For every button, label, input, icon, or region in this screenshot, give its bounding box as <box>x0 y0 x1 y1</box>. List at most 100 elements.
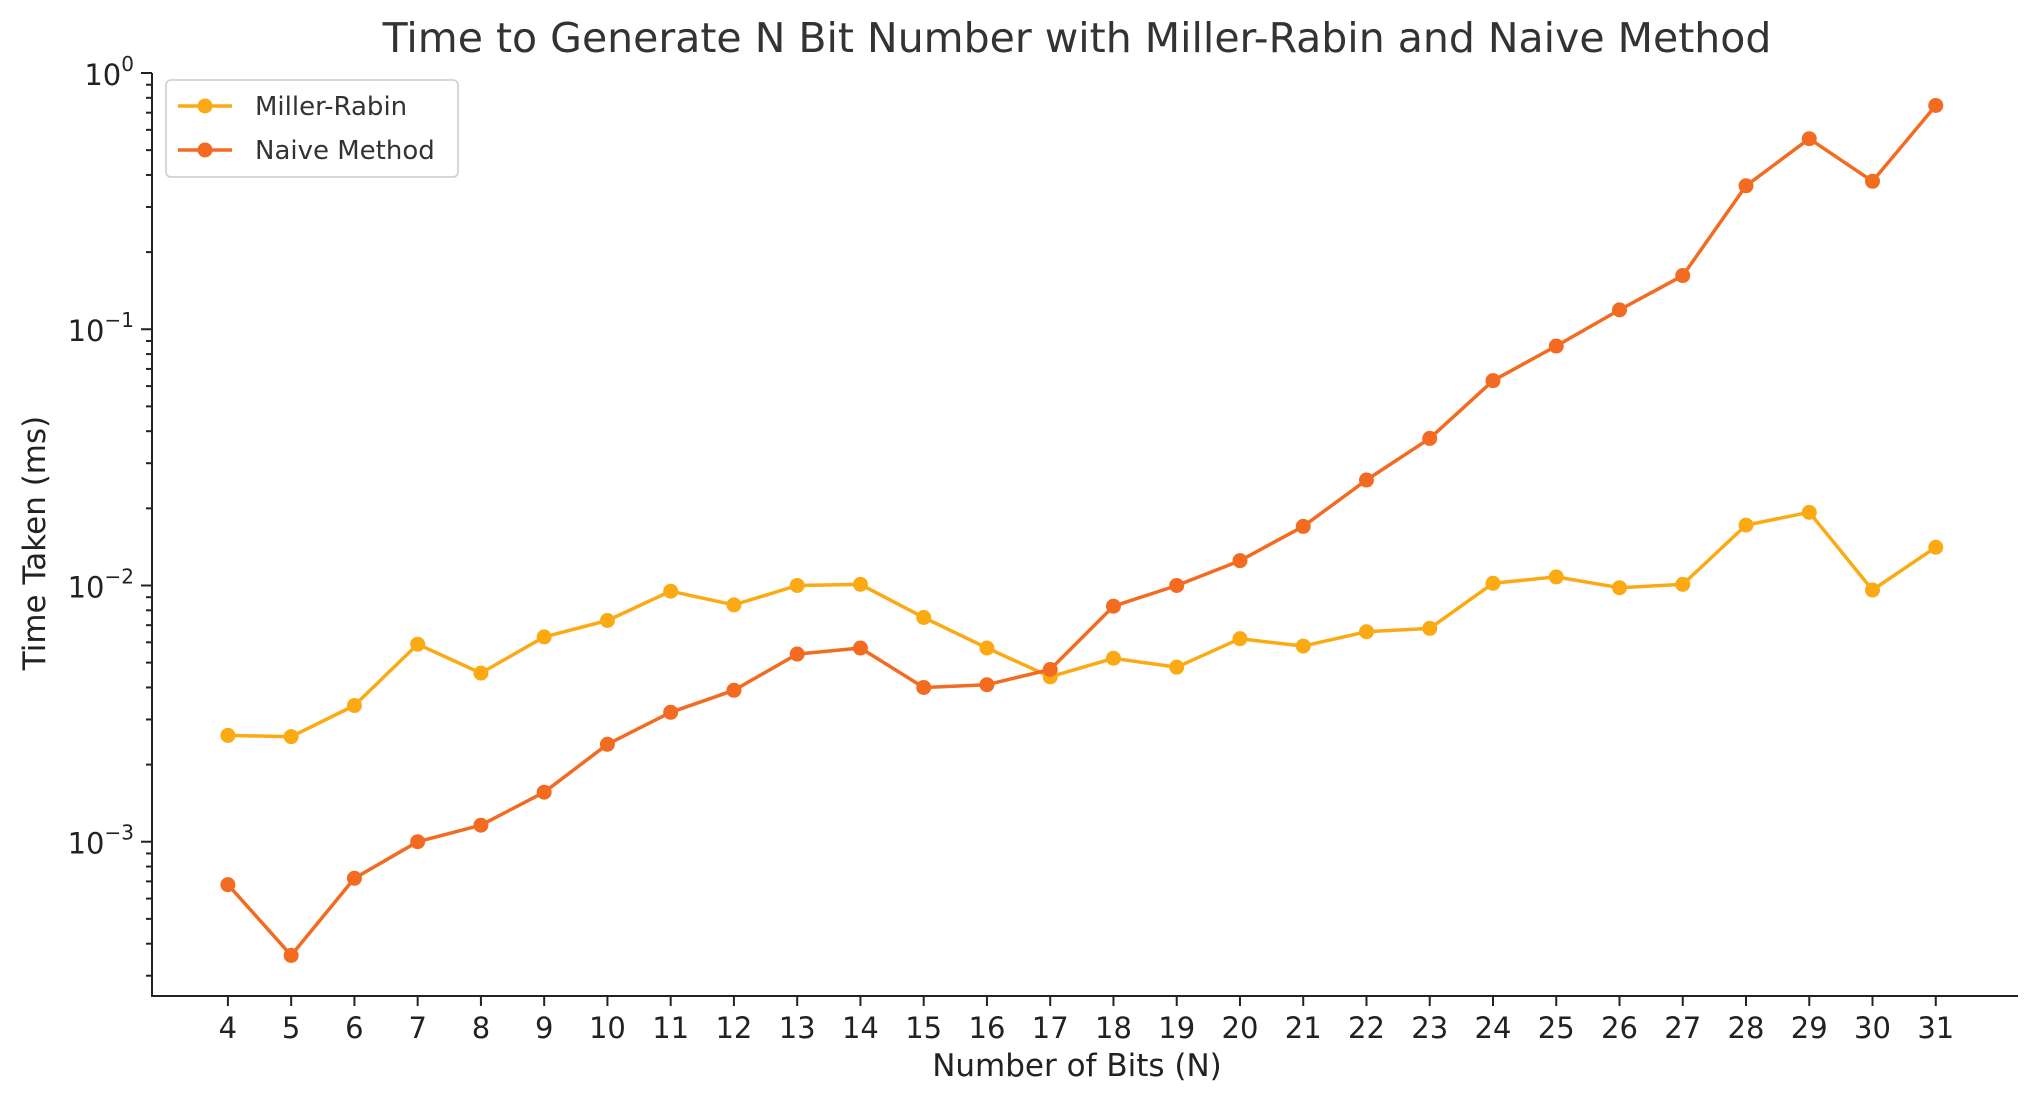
data-point-miller-rabin <box>220 727 236 743</box>
data-point-naive-method <box>1042 662 1058 678</box>
data-point-naive-method <box>916 679 932 695</box>
x-tick-label: 7 <box>408 1011 426 1045</box>
data-point-miller-rabin <box>1611 580 1627 596</box>
data-point-miller-rabin <box>599 613 615 629</box>
data-point-naive-method <box>220 877 236 893</box>
data-point-miller-rabin <box>1801 504 1817 520</box>
legend: Miller-Rabin Naive Method <box>165 79 459 178</box>
data-point-miller-rabin <box>1105 650 1121 666</box>
x-axis-label: Number of Bits (N) <box>932 1048 1222 1084</box>
data-point-naive-method <box>473 817 489 833</box>
series-line-naive-method <box>226 104 1938 958</box>
x-tick-label: 29 <box>1791 1011 1828 1045</box>
x-tick-label: 8 <box>472 1011 490 1045</box>
x-tick-label: 23 <box>1411 1011 1448 1045</box>
y-minor-ticks <box>146 83 152 977</box>
x-tick-label: 17 <box>1032 1011 1069 1045</box>
data-point-miller-rabin <box>283 729 299 745</box>
data-point-miller-rabin <box>473 665 489 681</box>
data-point-miller-rabin <box>1928 539 1944 555</box>
x-tick-label: 31 <box>1917 1011 1954 1045</box>
x-tick-label: 22 <box>1348 1011 1385 1045</box>
data-point-naive-method <box>1548 338 1564 354</box>
legend-marker-naive-method <box>197 142 213 158</box>
y-tick-label: 100 <box>84 52 134 92</box>
series-layer <box>220 97 1944 963</box>
y-axis-label: Time Taken (ms) <box>17 416 53 671</box>
x-tick-label: 16 <box>969 1011 1006 1045</box>
data-point-miller-rabin <box>1295 638 1311 654</box>
data-point-naive-method <box>1105 598 1121 614</box>
data-point-naive-method <box>410 834 426 850</box>
data-point-naive-method <box>726 682 742 698</box>
y-tick-label: 10−2 <box>68 564 134 604</box>
data-point-miller-rabin <box>663 583 679 599</box>
x-tick-label: 14 <box>842 1011 879 1045</box>
data-point-naive-method <box>1801 131 1817 147</box>
data-point-naive-method <box>1169 577 1185 593</box>
data-point-naive-method <box>1611 302 1627 318</box>
legend-label-miller-rabin: Miller-Rabin <box>255 92 407 122</box>
x-tick-label: 20 <box>1222 1011 1259 1045</box>
data-point-naive-method <box>1358 472 1374 488</box>
x-tick-label: 9 <box>535 1011 553 1045</box>
series-line-miller-rabin <box>227 510 1937 739</box>
data-point-miller-rabin <box>346 698 362 714</box>
data-point-naive-method <box>599 736 615 752</box>
x-tick-label: 19 <box>1158 1011 1195 1045</box>
y-major-ticks: 10−3 10−2 10−1 100 <box>68 52 152 861</box>
x-tick-label: 21 <box>1285 1011 1322 1045</box>
data-point-naive-method <box>1485 373 1501 389</box>
x-tick-label: 30 <box>1854 1011 1891 1045</box>
data-point-naive-method <box>1738 178 1754 194</box>
legend-label-naive-method: Naive Method <box>255 136 435 166</box>
y-tick-label: 10−1 <box>68 308 134 348</box>
data-point-naive-method <box>283 947 299 963</box>
x-tick-label: 10 <box>589 1011 626 1045</box>
data-point-miller-rabin <box>979 640 995 656</box>
data-point-naive-method <box>1675 268 1691 284</box>
data-point-miller-rabin <box>726 597 742 613</box>
data-point-naive-method <box>1295 518 1311 534</box>
data-point-miller-rabin <box>1548 569 1564 585</box>
x-tick-label: 11 <box>652 1011 689 1045</box>
data-point-miller-rabin <box>1232 631 1248 647</box>
data-point-miller-rabin <box>1865 582 1881 598</box>
data-point-miller-rabin <box>536 629 552 645</box>
x-tick-label: 18 <box>1095 1011 1132 1045</box>
y-tick-label: 10−3 <box>68 821 134 861</box>
x-tick-label: 27 <box>1664 1011 1701 1045</box>
x-tick-label: 12 <box>715 1011 752 1045</box>
data-point-miller-rabin <box>410 636 426 652</box>
data-point-miller-rabin <box>916 609 932 625</box>
data-point-naive-method <box>1422 430 1438 446</box>
data-point-naive-method <box>789 646 805 662</box>
x-tick-label: 4 <box>219 1011 237 1045</box>
chart-title: Time to Generate N Bit Number with Mille… <box>382 14 1772 62</box>
x-tick-label: 24 <box>1475 1011 1512 1045</box>
data-point-miller-rabin <box>1675 576 1691 592</box>
data-point-naive-method <box>346 870 362 886</box>
x-ticks: 4 5 6 7 8 9 10 11 12 13 14 15 16 17 18 19 20 21 22 23 24 25 26… <box>219 996 1954 1045</box>
x-tick-label: 26 <box>1601 1011 1638 1045</box>
data-point-naive-method <box>979 677 995 693</box>
data-point-naive-method <box>1928 97 1944 113</box>
data-point-naive-method <box>1232 553 1248 569</box>
data-point-miller-rabin <box>1738 517 1754 533</box>
data-point-miller-rabin <box>1422 620 1438 636</box>
x-tick-label: 13 <box>779 1011 816 1045</box>
legend-box <box>165 79 459 178</box>
x-tick-label: 6 <box>345 1011 363 1045</box>
x-tick-label: 15 <box>905 1011 942 1045</box>
data-point-miller-rabin <box>789 577 805 593</box>
data-point-naive-method <box>663 704 679 720</box>
data-point-naive-method <box>536 784 552 800</box>
data-point-miller-rabin <box>852 576 868 592</box>
data-point-miller-rabin <box>1485 575 1501 591</box>
x-tick-label: 25 <box>1538 1011 1575 1045</box>
data-point-naive-method <box>1865 173 1881 189</box>
data-point-miller-rabin <box>1358 624 1374 640</box>
data-point-naive-method <box>852 640 868 656</box>
